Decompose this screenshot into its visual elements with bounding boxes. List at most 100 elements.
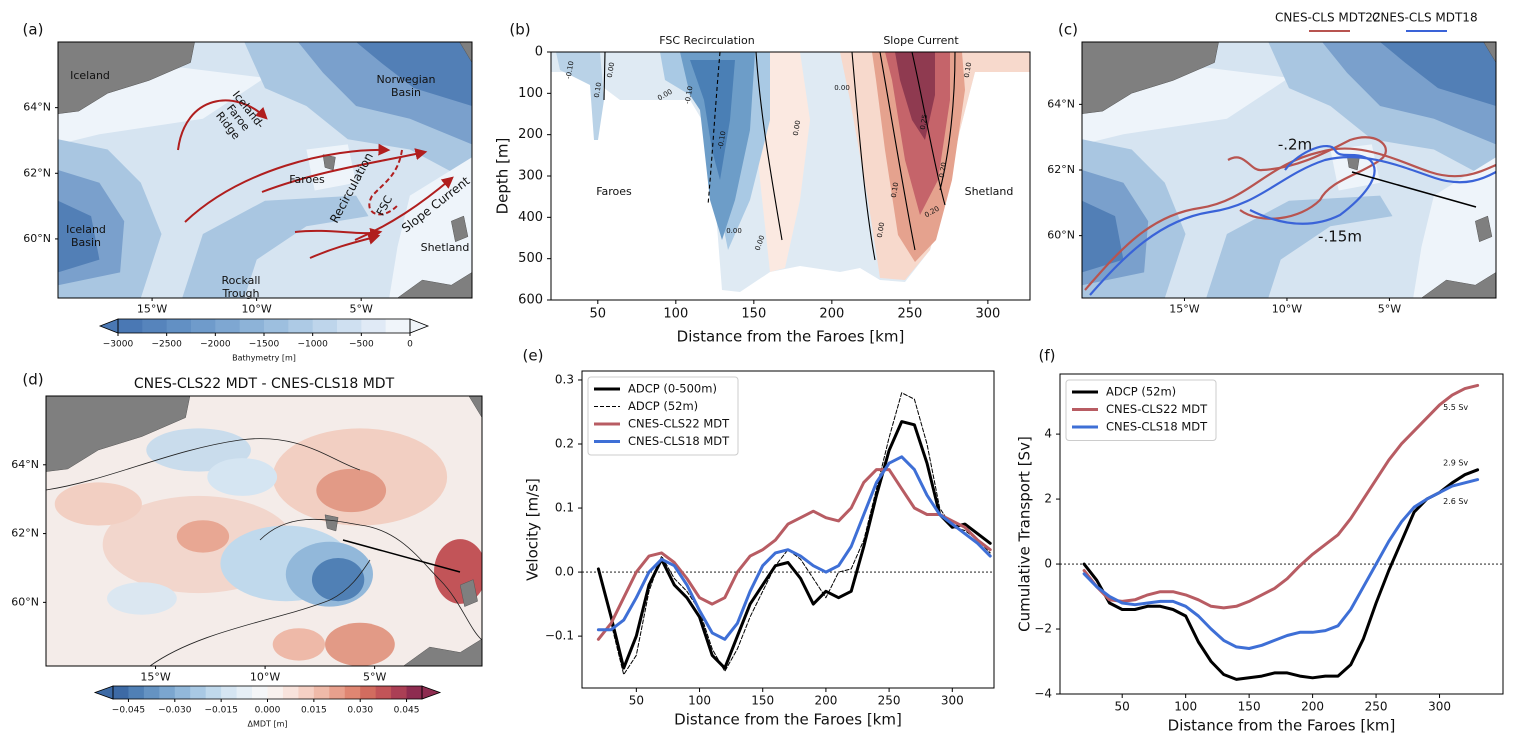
y-tick-label: 60°N (23, 232, 51, 245)
flow-arrow (184, 143, 391, 223)
legend-label: CNES-CLS22 MDT (1106, 402, 1208, 416)
colorbar-swatch (191, 319, 216, 333)
bathymetry-shade (1082, 200, 1124, 273)
colorbar-tick-label: −0.015 (204, 706, 237, 716)
map-layer (46, 396, 482, 666)
end-label: 2.6 Sv (1443, 497, 1468, 506)
x-tick-label: 200 (819, 306, 844, 321)
mdt-contour (1249, 145, 1376, 225)
colorbar-swatch (113, 686, 129, 699)
contour-label: -0.10 (683, 85, 694, 104)
y-tick-label: 0.0 (555, 565, 574, 579)
colorbar-swatch (360, 686, 377, 699)
colorbar-swatch (361, 319, 387, 333)
colorbar-tick-label: −3000 (103, 340, 134, 350)
land (1082, 42, 1219, 114)
colorbar-swatch (215, 319, 241, 333)
map-label: Faroes (289, 173, 325, 186)
map-label: Basin (391, 86, 421, 99)
panel-title: CNES-CLS22 MDT - CNES-CLS18 MDT (134, 376, 395, 392)
colorbar-tick-label: 0.045 (394, 706, 420, 716)
bathymetry-shade (1413, 157, 1496, 298)
x-axis-label: Distance from the Faroes [km] (1168, 717, 1396, 735)
contour-label: 0.00 (726, 227, 742, 235)
axes-frame (57, 41, 473, 299)
x-tick-label: 300 (975, 306, 1000, 321)
velocity-contour (603, 52, 606, 101)
flow-arrow (177, 99, 268, 151)
colorbar-tick-label: −500 (349, 340, 374, 350)
y-tick-label: 60°N (1047, 229, 1075, 242)
velocity-shade (690, 60, 735, 180)
land (403, 638, 482, 666)
panel-label: (d) (22, 371, 43, 389)
depth-contour (149, 559, 371, 666)
colorbar-label: Bathymetry [m] (232, 354, 296, 363)
mdt-difference-shade (325, 622, 395, 666)
axes-frame (581, 370, 995, 689)
legend-label: ADCP (52m) (1106, 385, 1176, 399)
y-tick-label: 60°N (11, 595, 39, 608)
x-tick-label: 150 (1238, 700, 1261, 714)
x-tick-label: 100 (1174, 700, 1197, 714)
contour-label: 0.10 (890, 182, 901, 199)
colorbar-label: ΔMDT [m] (248, 720, 288, 729)
x-tick-label: 200 (814, 694, 837, 708)
bathymetry-shade (1380, 42, 1496, 106)
end-label: 2.9 Sv (1443, 458, 1468, 467)
legend-label: CNES-CLS18 MDT (628, 434, 730, 448)
panel-label: (f) (1039, 347, 1056, 365)
colorbar-swatch (159, 686, 176, 699)
section-label: FSC Recirculation (659, 34, 755, 47)
colorbar-swatch (329, 686, 346, 699)
bathymetry-shade (356, 42, 472, 106)
x-tick-label: 250 (897, 306, 922, 321)
colorbar-swatch (313, 686, 330, 699)
panel-label: (a) (23, 21, 44, 39)
colorbar-swatch (205, 686, 222, 699)
legend-label: ADCP (0-500m) (628, 382, 717, 396)
x-tick-label: 300 (941, 694, 964, 708)
colorbar-tick-label: 0.000 (255, 706, 281, 716)
contour-label: -0.10 (564, 60, 575, 79)
land (58, 42, 195, 114)
end-label: 5.5 Sv (1443, 403, 1468, 412)
map-label: Trough (221, 287, 259, 300)
map-label: Iceland (66, 223, 106, 236)
x-tick-label: 200 (1301, 700, 1324, 714)
x-tick-label: 100 (663, 306, 688, 321)
y-tick-label: 64°N (1047, 97, 1075, 110)
colorbar-swatch (375, 686, 392, 699)
colorbar-swatch (337, 319, 362, 333)
x-tick-label: 10°W (250, 670, 280, 683)
series-line (1082, 478, 1480, 650)
map-label: -.15m (1318, 228, 1362, 246)
contour-label: 0.10 (593, 82, 604, 99)
colorbar-swatch (385, 319, 411, 333)
series-line (1082, 383, 1480, 610)
mdt-difference-shade (311, 558, 365, 602)
map-label: -.2m (1278, 136, 1312, 154)
colorbar-tick-label: 0.030 (347, 706, 373, 716)
y-tick-label: 0.1 (555, 501, 574, 515)
colorbar-swatch (288, 319, 314, 333)
y-tick-label: −4 (1034, 687, 1052, 701)
legend-label: CNES-CLS MDT18 (1372, 11, 1478, 25)
land (1475, 215, 1493, 243)
flow-arrow (261, 148, 428, 193)
x-tick-label: 5°W (349, 302, 372, 315)
depth-contour (46, 438, 361, 491)
land (1421, 272, 1496, 298)
velocity-contour (851, 52, 876, 261)
contour-label: 0.00 (792, 120, 803, 137)
land (468, 396, 482, 419)
legend-box (587, 376, 739, 456)
mdt-difference-shade (107, 582, 177, 615)
colorbar-swatch (252, 686, 268, 699)
land (397, 272, 472, 298)
velocity-shade (556, 52, 604, 140)
contour-label: 0.00 (834, 84, 850, 92)
colorbar-swatch (174, 686, 191, 699)
